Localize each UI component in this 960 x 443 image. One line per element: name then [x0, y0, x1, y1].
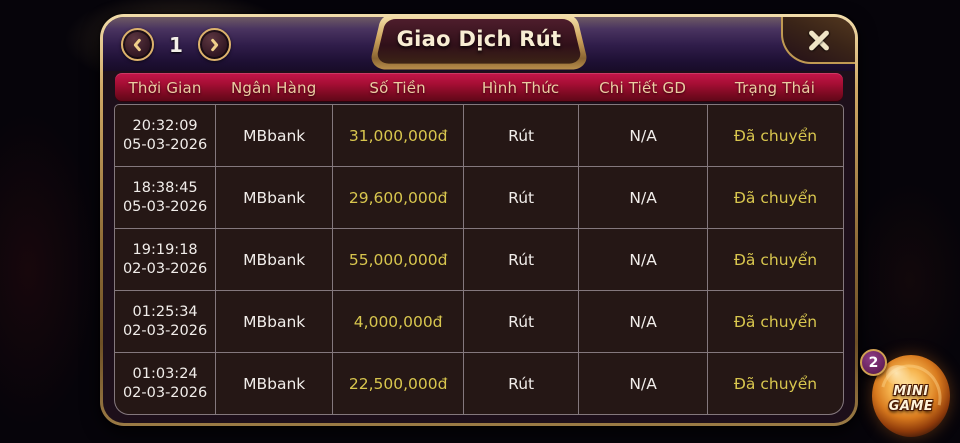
cell-type: Rút [463, 167, 578, 228]
pagination: 1 [121, 28, 231, 61]
cell-time: 19:19:18 02-03-2026 [122, 241, 208, 277]
cell-time: 01:03:24 02-03-2026 [122, 365, 208, 401]
cell-bank: MBbank [215, 167, 332, 228]
next-page-button[interactable] [197, 28, 231, 61]
table-body: 20:32:09 05-03-2026 MBbank 31,000,000đ Rú… [114, 104, 844, 415]
mini-game-label: MINI GAME [888, 384, 934, 415]
close-button[interactable] [781, 17, 855, 64]
table-container: Thời Gian Ngân Hàng Số Tiền Hình Thức Chi Ti… [114, 73, 844, 415]
cell-amount: 55,000,000đ [332, 229, 463, 290]
cell-bank: MBbank [215, 229, 332, 290]
cell-time: 01:25:34 02-03-2026 [122, 303, 208, 339]
cell-type: Rút [463, 105, 578, 166]
close-icon [805, 26, 833, 54]
dialog-panel: 1 [103, 17, 855, 423]
cell-amount: 22,500,000đ [332, 353, 463, 414]
chevron-left-icon [133, 38, 141, 51]
cell-status: Đã chuyển [707, 291, 843, 352]
banner-plaque [371, 17, 587, 70]
dialog-title: Giao Dịch Rút [396, 27, 562, 51]
cell-amount: 29,600,000đ [332, 167, 463, 228]
cell-time: 20:32:09 05-03-2026 [122, 117, 208, 153]
title-banner: Giao Dịch Rút [360, 17, 598, 70]
cell-status: Đã chuyển [707, 353, 843, 414]
page-number: 1 [169, 32, 183, 57]
cell-detail: N/A [578, 291, 707, 352]
chevron-right-icon [211, 38, 219, 51]
cell-amount: 31,000,000đ [332, 105, 463, 166]
cell-detail: N/A [578, 105, 707, 166]
cell-detail: N/A [578, 167, 707, 228]
cell-bank: MBbank [215, 105, 332, 166]
background-glow [0, 110, 100, 430]
cell-detail: N/A [578, 353, 707, 414]
table-row: 18:38:45 05-03-2026 MBbank 29,600,000đ Rú… [115, 166, 843, 228]
column-header: Hình Thức [481, 78, 560, 97]
cell-status: Đã chuyển [707, 167, 843, 228]
table-row: 19:19:18 02-03-2026 MBbank 55,000,000đ Rú… [115, 228, 843, 290]
column-header: Ngân Hàng [230, 78, 317, 97]
column-header: Chi Tiết GD [599, 78, 687, 97]
table-header-row: Thời Gian Ngân Hàng Số Tiền Hình Thức Chi Ti… [115, 73, 843, 102]
column-header: Số Tiền [369, 78, 426, 97]
prev-page-button[interactable] [121, 28, 154, 61]
cell-type: Rút [463, 229, 578, 290]
cell-bank: MBbank [215, 353, 332, 414]
transaction-dialog: 1 [100, 14, 858, 426]
notification-badge: 2 [860, 349, 887, 376]
column-header: Trạng Thái [734, 78, 816, 97]
cell-amount: 4,000,000đ [332, 291, 463, 352]
table-row: 01:03:24 02-03-2026 MBbank 22,500,000đ Rú… [115, 352, 843, 414]
mini-game-button[interactable]: MINI GAME 2 [858, 341, 954, 441]
cell-status: Đã chuyển [707, 105, 843, 166]
column-header: Thời Gian [128, 78, 202, 97]
cell-detail: N/A [578, 229, 707, 290]
cell-time: 18:38:45 05-03-2026 [122, 179, 208, 215]
cell-status: Đã chuyển [707, 229, 843, 290]
cell-type: Rút [463, 353, 578, 414]
cell-type: Rút [463, 291, 578, 352]
table-row: 20:32:09 05-03-2026 MBbank 31,000,000đ Rú… [115, 105, 843, 166]
table-row: 01:25:34 02-03-2026 MBbank 4,000,000đ Rút… [115, 290, 843, 352]
cell-bank: MBbank [215, 291, 332, 352]
